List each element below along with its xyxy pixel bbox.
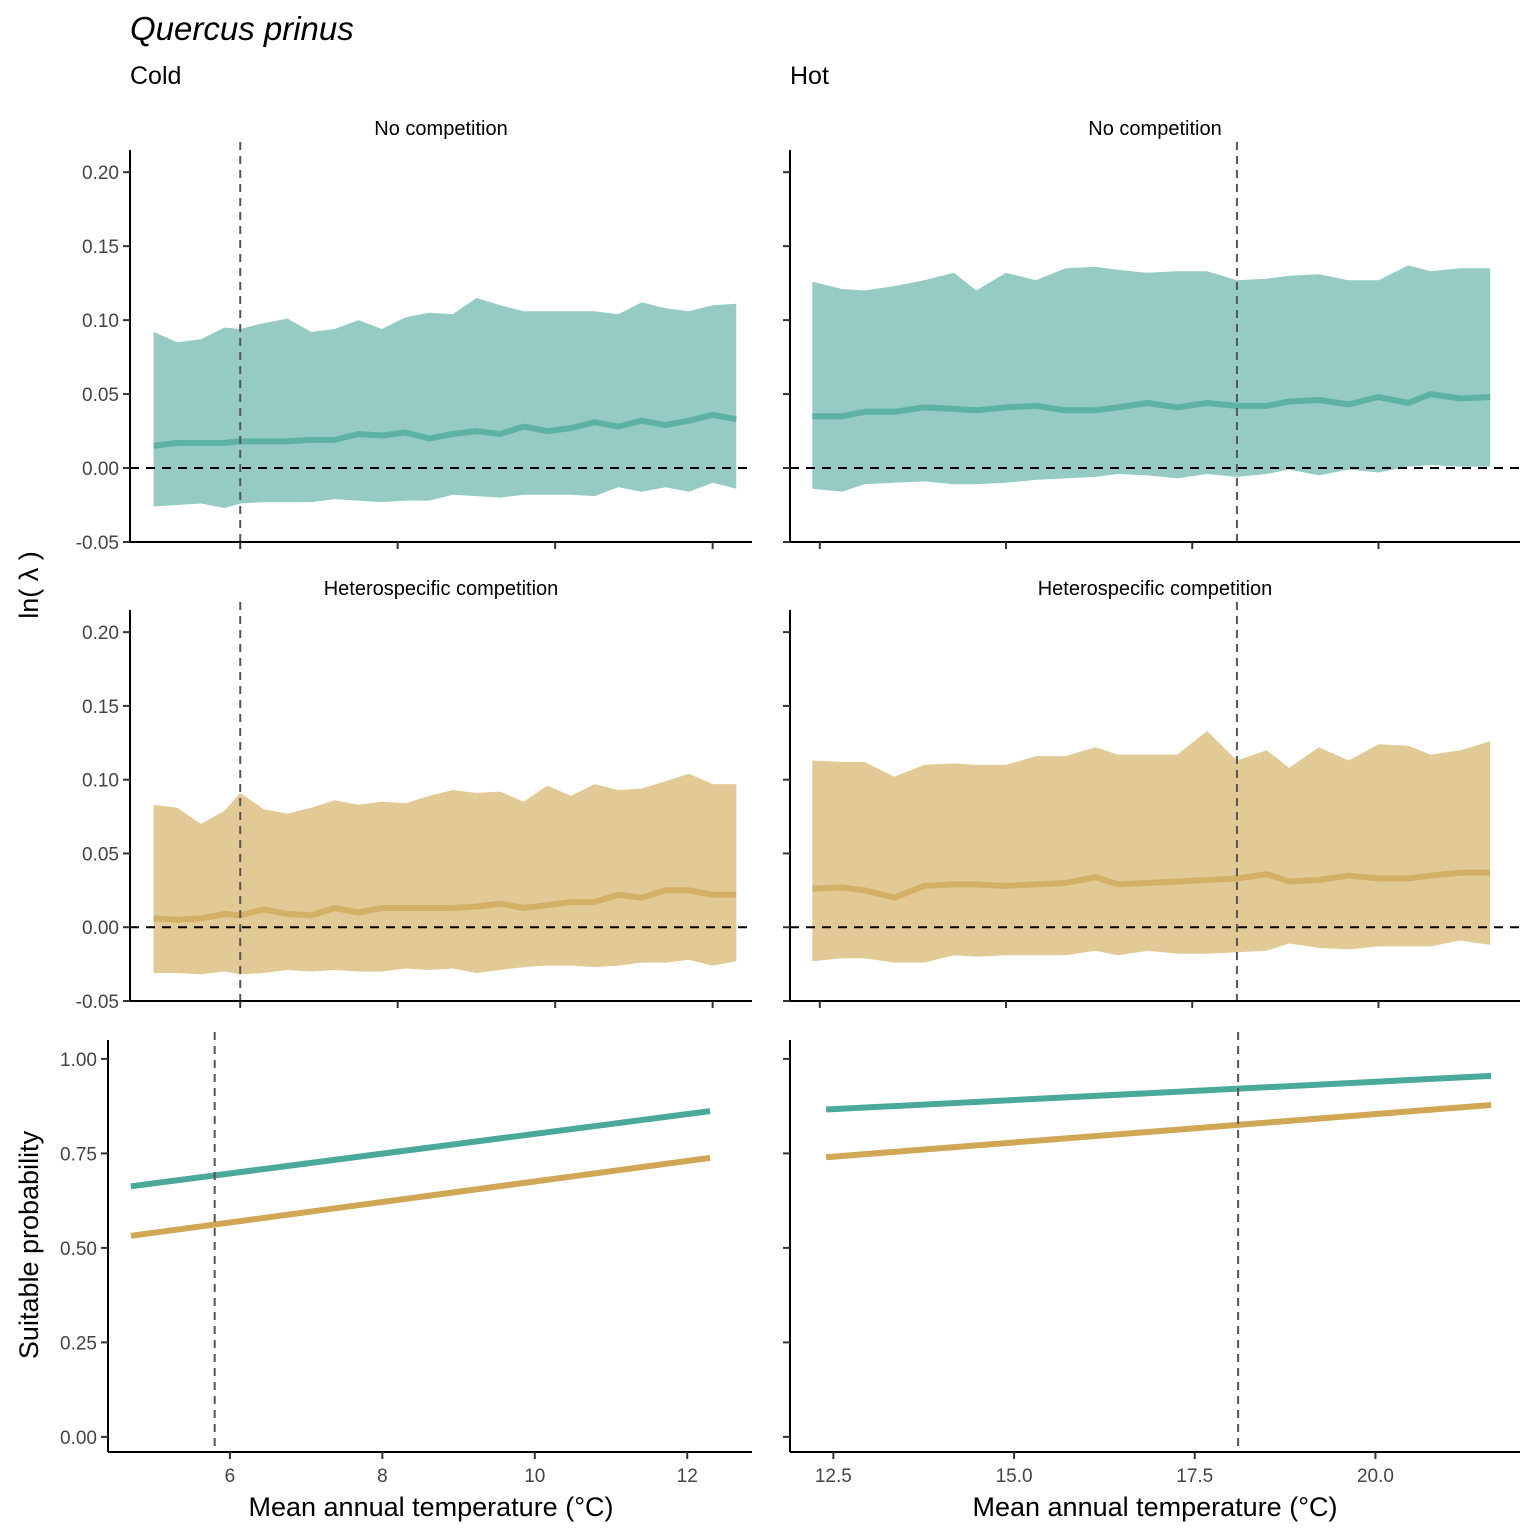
- facet-panel: 12.5 15.0 17.5 20.0: [783, 1032, 1520, 1487]
- y-tick-label: 0.15: [82, 697, 119, 718]
- x-axis-title-hot: Mean annual temperature (°C): [973, 1492, 1338, 1522]
- y-tick-label: 0.00: [82, 459, 119, 480]
- x-tick-label: 10: [524, 1466, 545, 1487]
- y-tick-label: -0.05: [76, 533, 119, 554]
- mean-line: [153, 411, 737, 449]
- y-tick-label: 0.50: [60, 1239, 97, 1260]
- x-tick-label: 15.0: [996, 1466, 1033, 1487]
- y-axis-title-lambda: ln( λ ): [14, 551, 44, 619]
- y-tick-label: 1.00: [60, 1050, 97, 1071]
- series-line: [825, 1072, 1492, 1113]
- confidence-band: [812, 265, 1491, 492]
- facet-panel: [783, 602, 1520, 1008]
- y-tick-label: 0.00: [82, 918, 119, 939]
- mean-line: [812, 869, 1491, 901]
- strip-heterospecific-hot: Heterospecific competition: [1038, 578, 1273, 600]
- x-axis-title-cold: Mean annual temperature (°C): [249, 1492, 614, 1522]
- y-tick-label: 0.20: [82, 623, 119, 644]
- y-tick-label: 0.05: [82, 385, 119, 406]
- confidence-band: [812, 731, 1491, 963]
- y-tick-label: -0.05: [76, 992, 119, 1013]
- x-tick-label: 17.5: [1176, 1466, 1213, 1487]
- y-axis-title-suitable: Suitable probability: [14, 1130, 44, 1359]
- x-tick-label: 8: [377, 1466, 388, 1487]
- y-tick-label: 0.10: [82, 771, 119, 792]
- mean-line: [153, 887, 737, 923]
- y-tick-label: 0.15: [82, 237, 119, 258]
- facet-panel: 6 8 10 12 1.00 0.75 0.50 0.25 0.00: [60, 1032, 752, 1487]
- panel-label-hot: Hot: [790, 62, 829, 90]
- x-tick-label: 20.0: [1357, 1466, 1394, 1487]
- x-tick-label: 6: [225, 1466, 236, 1487]
- y-tick-label: 0.10: [82, 311, 119, 332]
- series-line: [825, 1102, 1492, 1161]
- strip-no-competition-cold: No competition: [374, 118, 507, 140]
- x-tick-label: 12: [677, 1466, 698, 1487]
- y-tick-label: 0.05: [82, 844, 119, 865]
- confidence-band: [153, 773, 737, 975]
- y-tick-label: 0.00: [60, 1428, 97, 1449]
- strip-heterospecific-cold: Heterospecific competition: [324, 578, 559, 600]
- mean-line: [812, 391, 1491, 420]
- y-tick-label: 0.20: [82, 163, 119, 184]
- x-tick-label: 12.5: [815, 1466, 852, 1487]
- facet-panel: 0.20 0.15 0.10 0.05 0.00 -0.05: [76, 142, 752, 554]
- series-line: [130, 1108, 711, 1190]
- y-tick-label: 0.25: [60, 1333, 97, 1354]
- facet-panel: 0.20 0.15 0.10 0.05 0.00 -0.05: [76, 602, 752, 1013]
- series-line: [130, 1154, 711, 1239]
- strip-no-competition-hot: No competition: [1088, 118, 1221, 140]
- y-tick-label: 0.75: [60, 1144, 97, 1165]
- facet-panel: [783, 142, 1520, 549]
- facet-panels: 0.20 0.15 0.10 0.05 0.00 -0.05 0.20 0.15 0.10 0.0…: [60, 142, 1520, 1487]
- chart-title: Quercus prinus: [130, 10, 354, 47]
- panel-label-cold: Cold: [130, 62, 181, 90]
- confidence-band: [153, 297, 737, 508]
